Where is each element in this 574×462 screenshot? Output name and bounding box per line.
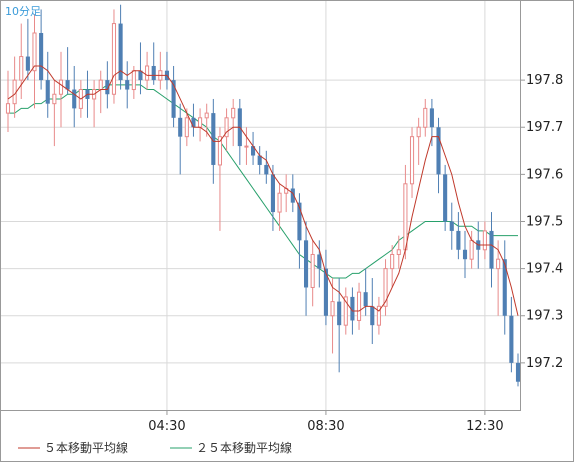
candle-body-down [297,202,302,241]
candle-body-up [482,230,487,251]
candle-body-up [376,305,381,326]
candle-body-up [5,103,11,114]
x-axis: 04:30 08:30 12:30 [148,410,504,434]
candle-body-down [72,89,77,109]
candle-body-down [270,174,275,213]
candle-body-down [251,146,256,156]
candle-body-down [436,127,441,175]
candle-body-up [58,79,64,95]
candle-body-up [231,107,236,119]
candle-body-down [65,80,70,90]
candle-body-down [138,70,143,81]
candle-body-down [211,113,216,165]
candle-body-down [449,221,454,231]
x-tick-label: 04:30 [148,419,185,434]
x-tick-label: 12:30 [466,419,503,434]
candle-body-down [462,249,468,260]
x-tick-label: 08:30 [307,419,344,434]
candle-body-up [356,291,362,321]
candle-body-up [330,301,335,317]
candle-body-up [310,253,315,288]
candle-body-down [509,315,514,363]
candle-body-down [489,230,494,269]
ma5-line [7,65,519,316]
candle-body-down [25,56,30,71]
candle-body-down [191,117,196,128]
candle-body-down [429,108,434,128]
y-axis: 197.2 197.3 197.4 197.5 197.6 197.7 197.8 [520,73,563,371]
candle-body-up [224,117,229,138]
candle-body-down [45,80,50,104]
candle-body-down [264,164,269,175]
candle-body-up [343,296,348,326]
candle-body-down [303,240,309,288]
y-tick-label: 197.2 [526,356,563,371]
legend: ５本移動平均線 ２５本移動平均線 [18,440,292,455]
candle-body-up [111,23,117,95]
candle-body-up [383,268,388,307]
candle-body-up [496,258,501,270]
candle-body-down [456,230,461,250]
y-tick-label: 197.5 [526,214,563,229]
candle-body-up [396,249,401,255]
candle-body-up [19,56,24,81]
candle-body-up [217,136,223,166]
candle-body-down [502,259,507,316]
legend-item-label: ２５本移動平均線 [196,440,292,455]
y-tick-label: 197.6 [526,167,563,182]
candle-body-down [105,80,110,95]
candle-body-down [443,174,448,222]
candle-body-up [184,117,189,138]
candle-body-down [118,23,123,81]
y-tick-label: 197.7 [526,120,563,135]
candle-body-down [323,268,328,316]
ma5-layer [7,65,519,316]
candle-body-down [350,296,355,321]
candle-body-up [131,70,136,91]
y-tick-label: 197.4 [526,262,563,277]
candle-body-down [370,306,375,326]
candle-body-up [416,126,421,138]
candle-body-down [171,80,176,118]
timeframe-label[interactable]: 10分足 [5,5,41,18]
candle-body-down [39,32,44,81]
candle-body-down [125,80,130,90]
candle-body-up [469,239,474,260]
candle-body-up [423,107,428,128]
candle-body-down [515,362,521,382]
candle-body-up [409,136,415,185]
candle-body-up [244,145,249,148]
legend-item-label: ５本移動平均線 [44,440,128,455]
y-tick-label: 197.3 [526,309,563,324]
candle-body-down [317,254,322,269]
candle-body-up [32,32,37,72]
y-tick-label: 197.8 [526,73,563,88]
candle-body-up [277,192,282,213]
candle-body-down [363,292,368,307]
candle-body-down [151,65,156,81]
candle-body-up [390,253,395,270]
candle-body-down [178,117,183,137]
candle-body-up [198,117,203,128]
candle-body-down [257,155,262,165]
candle-body-up [204,112,209,119]
candle-body-up [403,183,408,251]
candle-body-up [52,93,57,105]
candle-body-down [290,188,295,203]
candle-body-down [337,301,342,326]
candle-body-up [145,65,150,81]
candle-body-up [98,79,103,91]
